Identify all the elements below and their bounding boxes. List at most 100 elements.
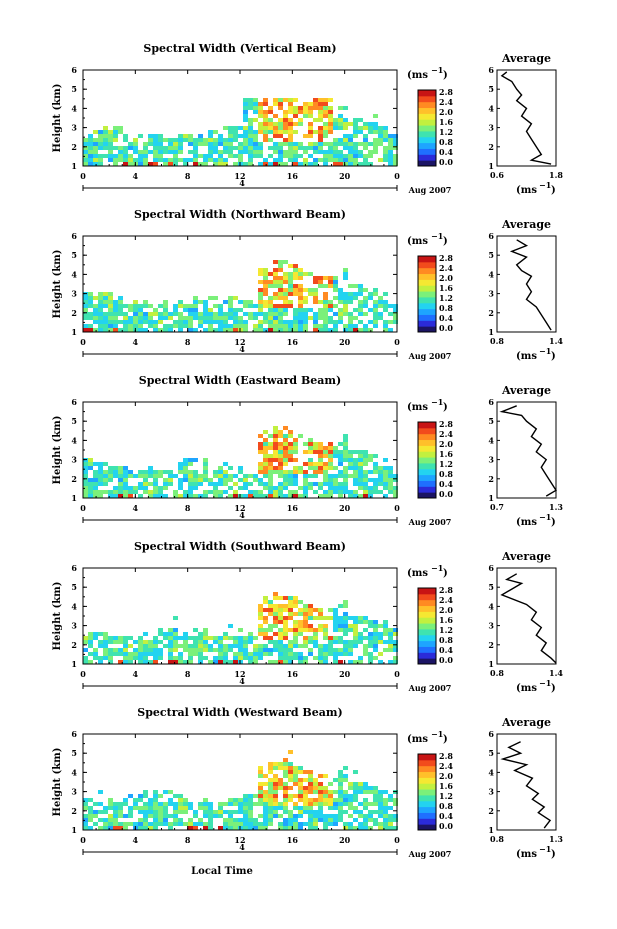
heatmap-cell xyxy=(318,130,323,134)
profile-y-tick-label: 2 xyxy=(488,308,494,318)
x-tick-label: 0 xyxy=(80,337,86,347)
heatmap-cell xyxy=(288,470,293,474)
heatmap-cell xyxy=(378,810,383,814)
heatmap-cell xyxy=(283,142,288,146)
heatmap-cell xyxy=(278,786,283,790)
heatmap-cell xyxy=(338,474,343,478)
heatmap-cell xyxy=(163,470,168,474)
heatmap-cell xyxy=(313,162,318,166)
profile-x-label-close: ) xyxy=(551,517,556,528)
heatmap-cell xyxy=(278,312,283,316)
heatmap-cell xyxy=(343,644,348,648)
heatmap-cell xyxy=(168,802,173,806)
heatmap-cell xyxy=(378,300,383,304)
heatmap-cell xyxy=(393,490,398,494)
heatmap-cell xyxy=(343,118,348,122)
heatmap-cell xyxy=(313,822,318,826)
heatmap-cell xyxy=(133,656,138,660)
heatmap-cell xyxy=(208,822,213,826)
heatmap-cell xyxy=(228,304,233,308)
heatmap-cell xyxy=(263,458,268,462)
heatmap-cell xyxy=(123,648,128,652)
heatmap-cell xyxy=(333,304,338,308)
heatmap-cell xyxy=(348,798,353,802)
heatmap-cell xyxy=(313,312,318,316)
heatmap-cell xyxy=(303,628,308,632)
heatmap-cell xyxy=(233,822,238,826)
heatmap-cell xyxy=(273,648,278,652)
heatmap-cell xyxy=(278,494,283,498)
heatmap-cell xyxy=(378,296,383,300)
heatmap-cell xyxy=(183,320,188,324)
heatmap-cell xyxy=(288,130,293,134)
colorbar: 0.00.40.81.21.62.02.42.8(ms −1) xyxy=(407,397,453,499)
colorbar-swatch xyxy=(418,160,436,167)
heatmap-cell xyxy=(203,154,208,158)
heatmap-cell xyxy=(133,150,138,154)
profile-x-label: (ms xyxy=(516,849,537,860)
heatmap-cell xyxy=(213,640,218,644)
profile-x-tick-label: 1.3 xyxy=(549,834,563,844)
heatmap-cell xyxy=(273,624,278,628)
heatmap-cell xyxy=(263,288,268,292)
heatmap-cell xyxy=(108,806,113,810)
heatmap-cell xyxy=(123,656,128,660)
heatmap-cell xyxy=(273,98,278,102)
heatmap-cell xyxy=(103,478,108,482)
heatmap-cell xyxy=(303,308,308,312)
heatmap-cell xyxy=(348,474,353,478)
heatmap-cell xyxy=(243,98,248,102)
heatmap-cell xyxy=(88,142,93,146)
heatmap-cell xyxy=(348,822,353,826)
heatmap-cell xyxy=(258,628,263,632)
heatmap-cell xyxy=(333,454,338,458)
heatmap-cell xyxy=(98,304,103,308)
heatmap-cell xyxy=(353,798,358,802)
heatmap-cell xyxy=(323,122,328,126)
heatmap-cell xyxy=(278,620,283,624)
heatmap-cell xyxy=(138,660,143,664)
heatmap-cell xyxy=(393,656,398,660)
colorbar-label: 0.4 xyxy=(439,479,453,489)
heatmap-cell xyxy=(238,648,243,652)
heatmap-cell xyxy=(118,478,123,482)
heatmap-cell xyxy=(183,162,188,166)
heatmap-cell xyxy=(298,470,303,474)
heatmap-cell xyxy=(268,494,273,498)
heatmap-cell xyxy=(328,98,333,102)
heatmap-cell xyxy=(328,814,333,818)
heatmap-cell xyxy=(243,312,248,316)
heatmap-cell xyxy=(318,300,323,304)
heatmap-cell xyxy=(268,762,273,766)
heatmap-cell xyxy=(273,158,278,162)
colorbar-label: 1.6 xyxy=(439,283,453,293)
heatmap-cell xyxy=(348,648,353,652)
heatmap-cell xyxy=(158,316,163,320)
heatmap-cell xyxy=(333,450,338,454)
heatmap-cell xyxy=(108,304,113,308)
heatmap-cell xyxy=(223,648,228,652)
heatmap-cell xyxy=(88,134,93,138)
heatmap-cell xyxy=(243,110,248,114)
heatmap-cell xyxy=(198,300,203,304)
colorbar-label: 0.4 xyxy=(439,147,453,157)
y-tick-label: 4 xyxy=(71,435,77,445)
heatmap-cell xyxy=(153,150,158,154)
heatmap-cell xyxy=(313,802,318,806)
heatmap-cell xyxy=(233,146,238,150)
colorbar-swatch xyxy=(418,107,436,114)
heatmap-cell xyxy=(323,324,328,328)
heatmap-cell xyxy=(223,474,228,478)
heatmap-cell xyxy=(353,154,358,158)
heatmap-cell xyxy=(313,640,318,644)
heatmap-cell xyxy=(308,288,313,292)
heatmap-cell xyxy=(203,320,208,324)
heatmap-cell xyxy=(293,98,298,102)
heatmap-cell xyxy=(333,276,338,280)
heatmap-cell xyxy=(308,482,313,486)
heatmap-cell xyxy=(288,158,293,162)
heatmap-cell xyxy=(318,98,323,102)
heatmap-cell xyxy=(283,758,288,762)
heatmap-cell xyxy=(393,798,398,802)
